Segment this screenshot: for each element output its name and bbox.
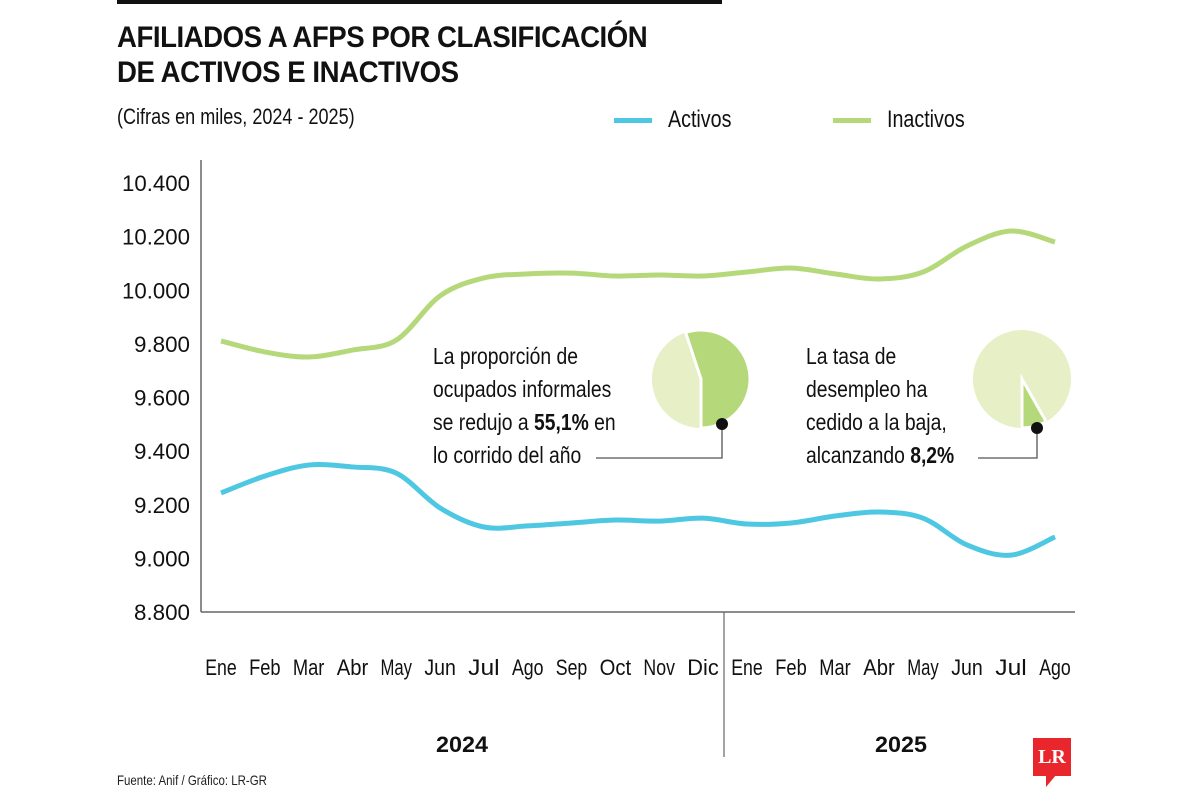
y-tick-label: 10.000 [122, 278, 190, 303]
series-line-inactivos [220, 228, 1056, 360]
x-tick-label: Jul [995, 655, 1027, 680]
legend-label-inactivos: Inactivos [887, 106, 965, 133]
x-tick-label: Dic [687, 655, 719, 680]
x-tick-label: May [381, 655, 413, 680]
x-tick-label: Feb [249, 655, 281, 680]
chart-title: AFILIADOS A AFPS POR CLASIFICACIÓN DE AC… [117, 20, 706, 90]
y-tick-label: 10.200 [122, 225, 190, 250]
annotation-unemployment: La tasa de desempleo ha cedido a la baja… [806, 340, 954, 472]
y-axis-ticks: 8.800 9.000 9.200 9.400 9.600 9.800 10.000 10.2… [122, 171, 190, 625]
series-lines [220, 228, 1057, 558]
x-tick-label: Jun [951, 655, 983, 680]
x-tick-label: Ene [731, 655, 763, 680]
series-line-activos [220, 462, 1057, 558]
y-tick-label: 9.000 [134, 546, 190, 571]
unemployment-line-1: La tasa de [806, 343, 897, 369]
lr-logo-tail [1046, 775, 1056, 787]
y-tick-label: 9.600 [134, 386, 190, 411]
y-tick-label: 8.800 [134, 600, 190, 625]
informal-line-1: La proporción de [433, 343, 579, 369]
x-tick-label: Oct [600, 655, 632, 680]
y-tick-label: 10.400 [122, 171, 190, 196]
legend-swatch-inactivos [833, 117, 871, 123]
pie-unemployment-dot [1031, 422, 1043, 434]
informal-line-2: ocupados informales [433, 376, 612, 402]
x-tick-label: Mar [819, 655, 851, 680]
axes [200, 160, 1075, 757]
x-tick-label: Nov [643, 655, 675, 680]
x-tick-label: Mar [293, 655, 325, 680]
x-tick-label: Abr [337, 655, 369, 680]
y-tick-label: 9.800 [134, 332, 190, 357]
legend-item-activos: Activos [614, 106, 745, 134]
legend-swatch-activos [614, 117, 652, 123]
source-note: Fuente: Anif / Gráfico: LR-GR [117, 772, 267, 788]
chart-subtitle: (Cifras en miles, 2024 - 2025) [117, 104, 355, 129]
unemployment-line-4: alcanzando 8,2% [806, 442, 955, 468]
year-label: 2025 [875, 732, 927, 757]
legend-item-inactivos: Inactivos [833, 106, 982, 134]
pie-unemployment-leader-line [978, 428, 1038, 459]
unemployment-line-2: desempleo ha [806, 376, 928, 402]
title-line-1: AFILIADOS A AFPS POR CLASIFICACIÓN [117, 21, 648, 54]
legend-label-activos: Activos [668, 106, 732, 133]
informal-line-3: se redujo a 55,1% en [433, 409, 616, 435]
annotation-pies [596, 328, 1071, 459]
y-tick-label: 9.400 [134, 439, 190, 464]
title-line-2: DE ACTIVOS E INACTIVOS [117, 56, 459, 89]
year-labels: 2024 2025 [436, 732, 927, 757]
x-axis-ticks: Ene Feb Mar Abr May Jun Jul Ago Sep Oct Nov Dic Ene F… [205, 655, 1071, 680]
x-tick-label: Feb [775, 655, 807, 680]
unemployment-value: 8,2% [910, 442, 955, 468]
pie-informal [596, 328, 752, 459]
x-tick-label: Ago [1039, 655, 1071, 680]
informal-line-4: lo corrido del año [433, 442, 582, 468]
x-tick-label: Sep [556, 655, 588, 680]
x-tick-label: Jun [424, 655, 456, 680]
annotation-informal: La proporción de ocupados informales se … [433, 340, 616, 472]
x-tick-label: Ago [512, 655, 544, 680]
informal-value: 55,1% [533, 409, 589, 435]
x-tick-label: Ene [205, 655, 237, 680]
pie-informal-dot [716, 418, 728, 430]
pie-unemployment [973, 330, 1071, 459]
unemployment-line-3: cedido a la baja, [806, 409, 947, 435]
x-tick-label: Abr [863, 655, 895, 680]
pie-informal-leader-line [596, 424, 723, 459]
x-tick-label: Jul [468, 655, 500, 680]
x-tick-label: May [907, 655, 939, 680]
lr-logo: LR [1033, 738, 1071, 776]
year-label: 2024 [436, 732, 489, 757]
y-tick-label: 9.200 [134, 493, 190, 518]
top-rule [117, 0, 722, 4]
